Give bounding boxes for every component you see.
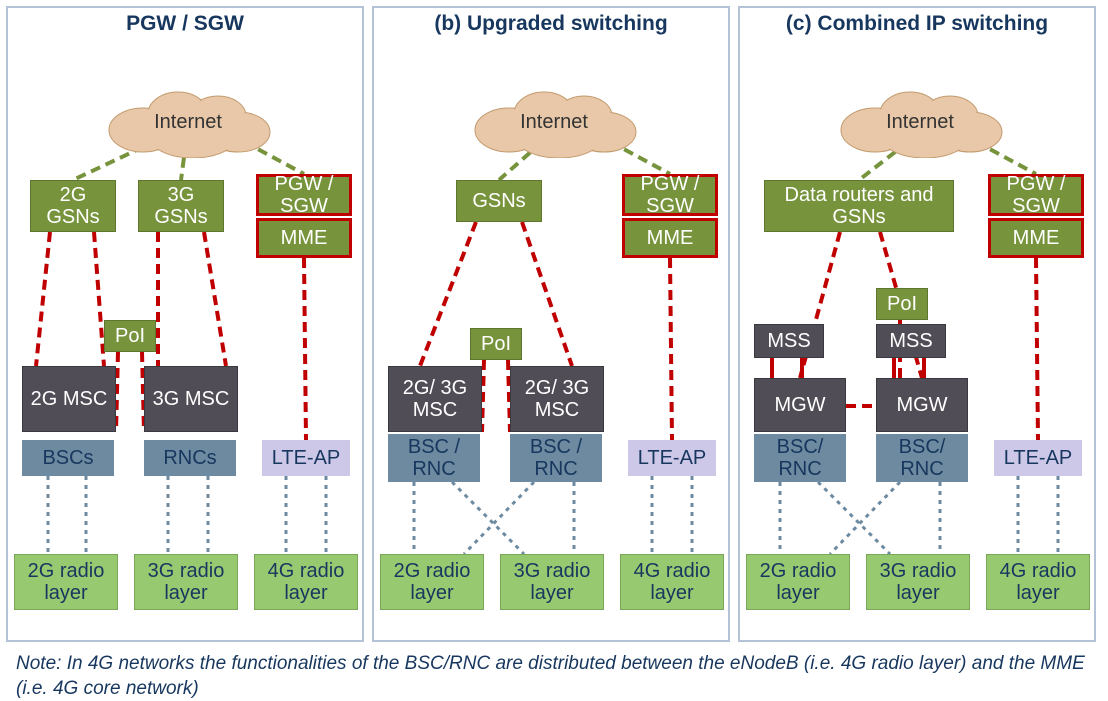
edge [1036,258,1038,440]
node-mgw1: MGW [754,378,846,432]
node-lteap: LTE-AP [262,440,350,476]
edge [204,232,226,366]
internet-cloud: Internet [830,86,1010,158]
node-mme: MME [256,218,352,258]
node-msc3g: 3G MSC [144,366,238,432]
node-bscs: BSCs [22,440,114,476]
node-lteap: LTE-AP [994,440,1082,476]
node-mme: MME [988,218,1084,258]
node-pgw: PGW / SGW [622,174,718,216]
node-bsc2: BSC / RNC [510,434,602,482]
internet-cloud: Internet [98,86,278,158]
node-gsns: GSNs [456,180,542,222]
edge [464,482,534,554]
panel-b: (b) Upgraded switching Internet GSNs PGW /… [372,6,730,642]
node-msc2g: 2G MSC [22,366,116,432]
node-gsn3g: 3G GSNs [138,180,224,232]
edge [304,258,306,440]
node-radio2g: 2G radio layer [380,554,484,610]
node-radio3g: 3G radio layer [500,554,604,610]
node-mgw2: MGW [876,378,968,432]
internet-cloud: Internet [464,86,644,158]
node-pgw: PGW / SGW [988,174,1084,216]
node-radio4g: 4G radio layer [986,554,1090,610]
edge [420,222,476,366]
edge [36,232,50,366]
node-msc2: 2G/ 3G MSC [510,366,604,432]
node-radio2g: 2G radio layer [14,554,118,610]
node-bsc1: BSC / RNC [388,434,480,482]
node-mss2: MSS [876,324,946,358]
edge [482,360,484,432]
node-rncs: RNCs [144,440,236,476]
node-gsn2g: 2G GSNs [30,180,116,232]
panel-c: (c) Combined IP switching Internet Data r… [738,6,1096,642]
node-poi: PoI [104,320,156,352]
node-radio4g: 4G radio layer [254,554,358,610]
panel-title: PGW / SGW [8,12,362,36]
diagram-container: PGW / SGW Internet 2G GSNs 3G GSNs PGW / SG… [0,0,1108,648]
edge [94,232,104,366]
node-lteap: LTE-AP [628,440,716,476]
edge [670,258,672,440]
node-mme: MME [622,218,718,258]
edge [116,352,118,432]
edge [830,482,900,554]
node-poi: PoI [876,288,928,320]
node-bsc2: BSC/ RNC [876,434,968,482]
panel-title: (c) Combined IP switching [740,12,1094,36]
footnote: Note: In 4G networks the functionalities… [0,648,1108,701]
node-radio2g: 2G radio layer [746,554,850,610]
panel-a: PGW / SGW Internet 2G GSNs 3G GSNs PGW / SG… [6,6,364,642]
node-radio4g: 4G radio layer [620,554,724,610]
edge [522,222,572,366]
node-bsc1: BSC/ RNC [754,434,846,482]
node-drgsn: Data routers and GSNs [764,180,954,232]
panel-title: (b) Upgraded switching [374,12,728,36]
edge [452,482,524,554]
node-poi: PoI [470,328,522,360]
node-radio3g: 3G radio layer [866,554,970,610]
node-mss1: MSS [754,324,824,358]
edge [818,482,890,554]
node-msc1: 2G/ 3G MSC [388,366,482,432]
node-radio3g: 3G radio layer [134,554,238,610]
node-pgw: PGW / SGW [256,174,352,216]
